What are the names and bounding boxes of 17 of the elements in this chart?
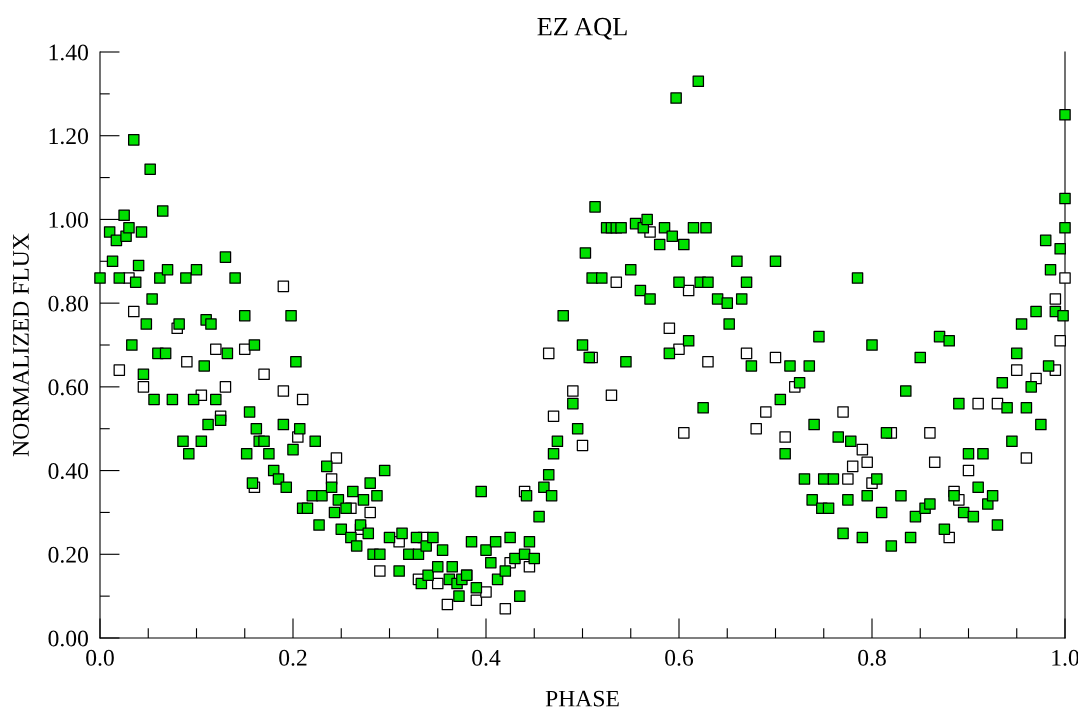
y-tick-label: 1.20 [49, 128, 88, 145]
x-tick-label: 0.4 [472, 649, 501, 666]
y-tick-label: 0.00 [48, 630, 88, 647]
x-tick-label: 1.0 [1052, 649, 1078, 666]
y-tick-label: 1.00 [49, 211, 88, 228]
y-tick-label: 0.60 [48, 379, 88, 396]
y-tick-label: 0.40 [48, 463, 88, 480]
y-tick-label: 1.40 [49, 44, 88, 61]
y-axis-title: NORMALIZED FLUX [13, 233, 29, 457]
x-tick-label: 0.2 [279, 649, 307, 666]
chart-title: EZ AQL [537, 17, 627, 40]
y-tick-label: 0.80 [48, 295, 88, 312]
x-tick-label: 0.6 [665, 649, 694, 666]
y-tick-label: 0.20 [48, 546, 88, 563]
x-tick-label: 0.0 [86, 649, 114, 666]
x-axis-title: PHASE [545, 690, 619, 707]
x-tick-label: 0.8 [858, 649, 886, 666]
